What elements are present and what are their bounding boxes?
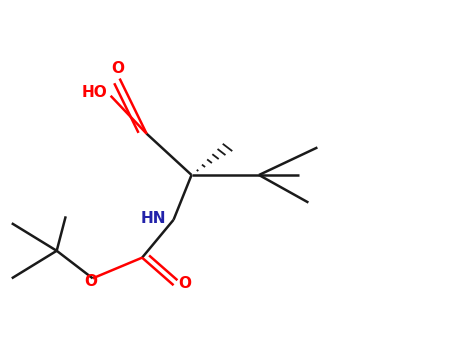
- Text: HO: HO: [82, 85, 108, 100]
- Text: HN: HN: [141, 211, 166, 225]
- Text: O: O: [178, 276, 191, 291]
- Text: O: O: [111, 61, 124, 76]
- Text: O: O: [84, 274, 97, 289]
